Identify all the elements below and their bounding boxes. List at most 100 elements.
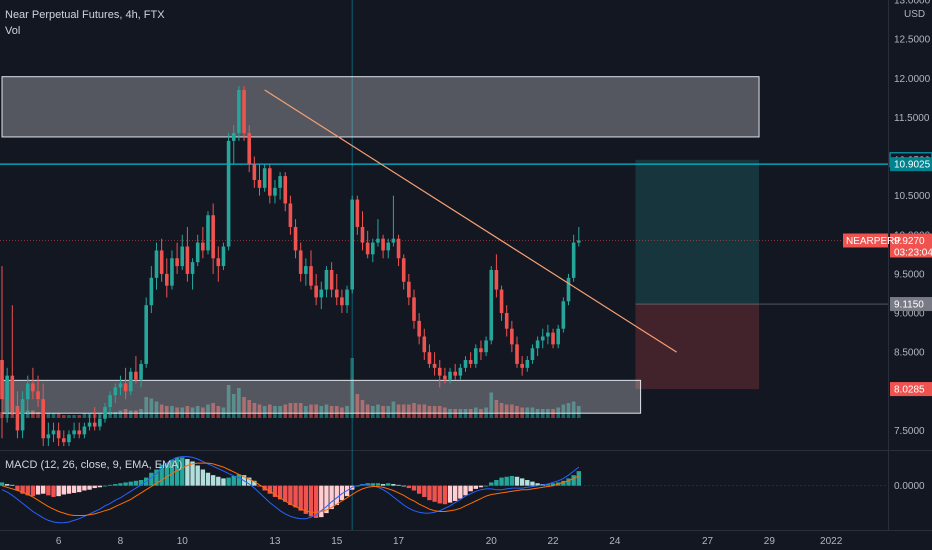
candle (134, 371, 138, 380)
macd-histogram-bar (56, 485, 61, 497)
volume-bar (231, 394, 236, 418)
volume-bar (489, 392, 494, 418)
candle (237, 90, 241, 134)
candle (551, 332, 555, 345)
time-tick-label: 2022 (820, 536, 843, 547)
symbol-title[interactable]: Near Perpetual Futures, 4h, FTX (5, 9, 165, 21)
candle (46, 434, 51, 439)
candle (293, 226, 298, 251)
candle (499, 289, 504, 314)
candle (561, 301, 566, 329)
candle (247, 133, 251, 165)
macd-histogram-bar (308, 485, 314, 517)
candle (87, 422, 92, 427)
volume-bar (36, 412, 40, 418)
candle (458, 367, 463, 376)
macd-histogram-bar (66, 485, 72, 494)
macd-histogram-bar (391, 484, 396, 486)
candle (319, 289, 324, 298)
macd-histogram-bar (313, 485, 319, 518)
candle (360, 226, 365, 243)
price-axis[interactable]: 7.50008.00008.50009.00009.500010.000010.… (843, 0, 932, 492)
macd-histogram-bar (41, 485, 46, 494)
macd-histogram-bar (329, 485, 334, 510)
candle (41, 399, 45, 439)
volume-bar (319, 406, 324, 418)
volume-bar (159, 404, 164, 418)
macd-histogram-bar (293, 485, 298, 508)
candle (231, 133, 236, 141)
volume-bar (494, 400, 499, 418)
candle (437, 367, 442, 376)
candle (324, 270, 329, 290)
macd-line (1, 456, 580, 524)
price-tick-label: 12.0000 (894, 74, 931, 85)
macd-legend[interactable]: MACD (12, 26, close, 9, EMA, EMA) (5, 459, 183, 471)
macd-histogram-bar (489, 482, 494, 486)
volume-bar (170, 406, 174, 418)
macd-histogram-bar (102, 485, 108, 487)
candle (407, 281, 411, 298)
candle (221, 246, 226, 267)
candle (530, 348, 535, 360)
volume-bar (278, 406, 282, 418)
macd-histogram-bar (61, 485, 66, 495)
macd-histogram-bar (10, 484, 15, 486)
volume-bar (144, 397, 148, 418)
volume-bar (350, 358, 354, 418)
candle (474, 348, 478, 364)
macd-histogram-bar (51, 485, 56, 497)
macd-histogram-bar (519, 478, 525, 486)
candle (98, 418, 102, 427)
candle (92, 422, 97, 427)
price-tick-label: 7.5000 (894, 426, 925, 437)
macd-histogram-bar (128, 481, 133, 486)
macd-histogram-bar (478, 485, 484, 488)
macd-histogram-bar (195, 465, 200, 486)
volume-bar (304, 406, 308, 418)
volume-bar (67, 415, 71, 418)
candle (5, 375, 9, 400)
candle (154, 250, 159, 278)
trend-line (264, 89, 677, 353)
time-axis[interactable]: 6 8 10 13 15 17 20 22 24 27 29 2022 (56, 536, 843, 547)
macd-histogram-bar (113, 484, 118, 486)
macd-histogram-bar (463, 485, 468, 496)
macd-histogram-bar (0, 482, 5, 486)
candle (334, 289, 339, 298)
volume-bar (499, 403, 504, 418)
macd-histogram-bar (283, 485, 288, 502)
macd-histogram-bar (97, 485, 103, 488)
time-tick-label: 6 (56, 536, 62, 547)
candle (304, 266, 308, 274)
volume-bar (391, 401, 396, 418)
time-tick-label: 8 (118, 536, 124, 547)
candle (365, 242, 370, 255)
macd-histogram-bar (375, 483, 381, 486)
time-tick-label: 10 (177, 536, 189, 547)
symbol-tag-label: NEARPERP (846, 236, 901, 247)
macd-histogram-bar (25, 485, 30, 496)
price-tick-label: 13.0000 (894, 0, 931, 7)
macd-histogram-bar (30, 485, 36, 497)
candle (571, 242, 576, 278)
macd-pane[interactable] (0, 456, 888, 524)
currency-label: USD (904, 9, 925, 20)
macd-histogram-bar (159, 464, 164, 486)
volume-bar (329, 406, 334, 418)
candle (345, 289, 349, 306)
volume-bar (407, 404, 411, 418)
macd-histogram-bar (499, 477, 504, 486)
volume-bar (314, 404, 318, 418)
volume-bar (510, 404, 514, 418)
candle (489, 270, 494, 341)
macd-histogram-bar (87, 485, 92, 490)
macd-histogram-bar (545, 484, 551, 486)
price-tick-label: 9.0000 (894, 309, 925, 320)
macd-histogram-bar (71, 485, 77, 493)
volume-bar (62, 415, 66, 418)
macd-histogram-bar (550, 483, 556, 486)
candle (376, 238, 380, 243)
